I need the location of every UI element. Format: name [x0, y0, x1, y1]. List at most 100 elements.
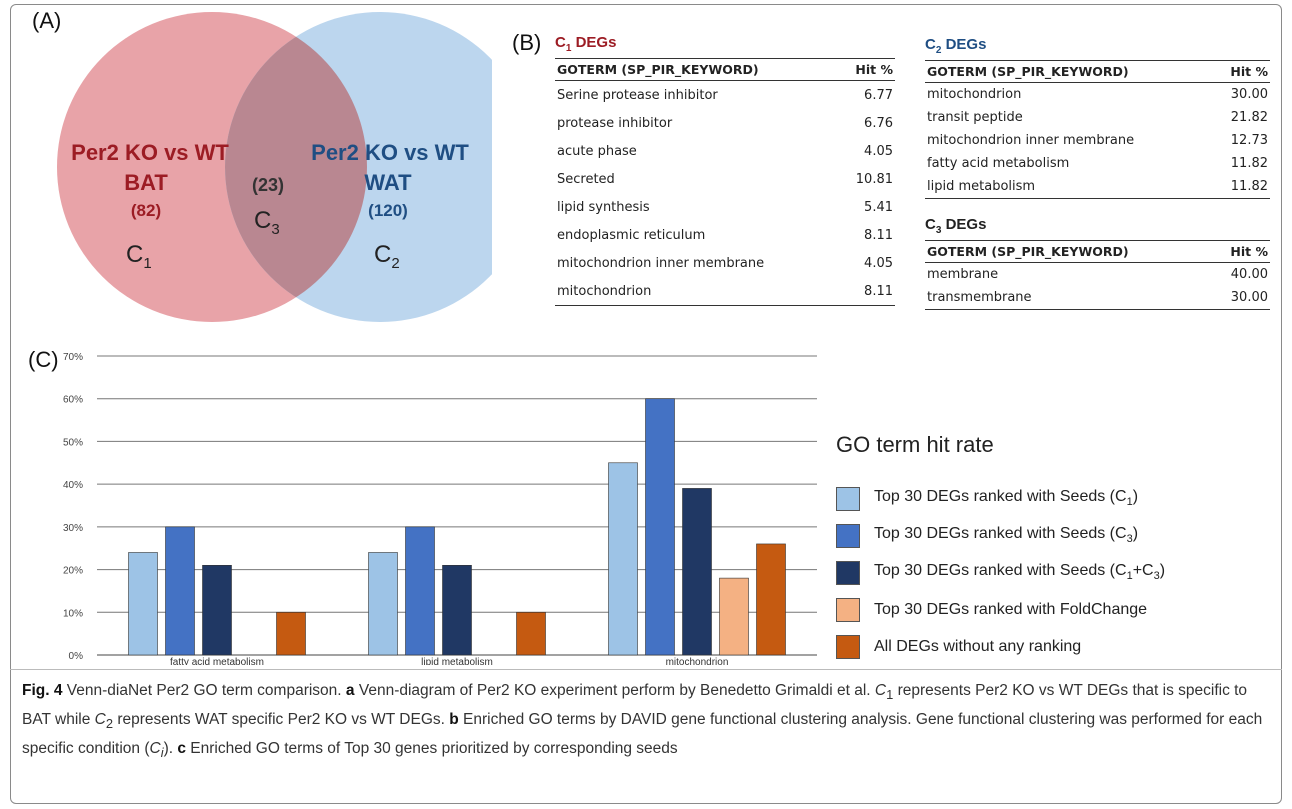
y-tick-label: 30% — [63, 523, 83, 534]
bar — [516, 611, 546, 656]
table-row: Serine protease inhibitor 6.77 — [555, 81, 895, 110]
venn-overlap-c3 — [225, 12, 367, 322]
bar-chart: 0% 10% 20% 30% 40% 50% 60% 70% fatty acid metabo… — [63, 352, 817, 665]
table-row: Secreted 10.81 — [555, 165, 895, 193]
hit-cell: 30.00 — [1211, 286, 1270, 310]
table-c3-title: C3 DEGs — [925, 216, 987, 236]
goterm-cell: lipid synthesis — [557, 199, 650, 215]
col-goterm: GOTERM (SP_PIR_KEYWORD) — [555, 58, 840, 81]
bar — [608, 462, 638, 656]
table-row: lipid synthesis 5.41 — [555, 193, 895, 221]
goterm-cell: fatty acid metabolism — [927, 156, 1070, 171]
bar — [165, 526, 195, 656]
venn-c2-count: (120) — [368, 201, 408, 220]
table-c1-title: C1 DEGs — [555, 34, 617, 54]
venn-c2-title1: Per2 KO vs WT — [311, 140, 469, 165]
goterm-cell: transit peptide — [927, 110, 1023, 125]
hit-cell: 21.82 — [1230, 110, 1268, 125]
y-tick-label: 40% — [63, 480, 83, 491]
venn-c1-count: (82) — [131, 201, 161, 220]
x-tick-label: mitochondrion — [666, 657, 729, 665]
goterm-cell: mitochondrion — [927, 87, 1022, 102]
col-goterm: GOTERM (SP_PIR_KEYWORD) — [925, 60, 1214, 83]
goterm-cell: mitochondrion — [555, 277, 840, 306]
bar — [202, 565, 232, 656]
table-row: fatty acid metabolism 11.82 — [925, 152, 1270, 175]
legend-swatch — [836, 560, 860, 585]
table-c2-title: C2 DEGs — [925, 36, 987, 56]
panel-a-label: (A) — [32, 8, 62, 33]
venn-diagram: Per2 KO vs WT BAT (82) (23) Per2 KO vs W… — [57, 12, 492, 322]
panel-b-label: (B) — [512, 30, 542, 55]
legend-title: GO term hit rate — [836, 432, 994, 457]
hit-cell: 4.05 — [864, 255, 893, 271]
legend-item: All DEGs without any ranking — [836, 628, 1276, 665]
venn-c1-set: C1 — [126, 241, 152, 272]
legend-swatch — [836, 634, 860, 659]
goterm-cell: endoplasmic reticulum — [557, 227, 706, 243]
hit-cell: 10.81 — [855, 171, 893, 187]
venn-c3-count: (23) — [252, 175, 284, 195]
hit-cell: 11.82 — [1230, 156, 1268, 171]
venn-c1-title2: BAT — [124, 170, 168, 195]
panel-c-label: (C) — [28, 347, 59, 372]
legend-item: Top 30 DEGs ranked with Seeds (C1+C3) — [836, 554, 1276, 591]
caption-divider — [10, 669, 1282, 670]
table-row: lipid metabolism 11.82 — [925, 175, 1270, 199]
bar — [645, 398, 675, 656]
table-row: transmembrane 30.00 — [925, 286, 1270, 310]
table-row: mitochondrion inner membrane 12.73 — [925, 129, 1270, 152]
bar — [719, 577, 749, 656]
y-tick-label: 70% — [63, 352, 83, 363]
bar — [405, 526, 435, 656]
legend-label: All DEGs without any ranking — [874, 637, 1082, 655]
legend-item: Top 30 DEGs ranked with Seeds (C1) — [836, 480, 1276, 517]
hit-cell: 6.77 — [864, 87, 893, 103]
venn-c2-set: C2 — [374, 241, 400, 272]
legend-label: Top 30 DEGs ranked with Seeds (C1) — [874, 488, 1139, 509]
table-row: endoplasmic reticulum 8.11 — [555, 221, 895, 249]
venn-c1-title1: Per2 KO vs WT — [71, 140, 229, 165]
figure-frame — [10, 4, 1282, 804]
table-row: mitochondrion 30.00 — [925, 83, 1270, 107]
goterm-cell: mitochondrion inner membrane — [927, 133, 1135, 148]
table-row: acute phase 4.05 — [555, 137, 895, 165]
hit-cell: 12.73 — [1230, 133, 1268, 148]
y-tick-label: 10% — [63, 608, 83, 619]
y-tick-label: 20% — [63, 566, 83, 577]
goterm-cell: mitochondrion inner membrane — [557, 255, 765, 271]
hit-cell: 11.82 — [1213, 175, 1270, 199]
x-tick-label: fatty acid metabolism — [170, 657, 264, 665]
legend-swatch — [836, 486, 860, 511]
y-tick-label: 0% — [69, 651, 84, 662]
table-c3-degs: C3 DEGs GOTERM (SP_PIR_KEYWORD) Hit % mem… — [925, 216, 1270, 310]
venn-c3-set: C3 — [254, 207, 280, 238]
bar — [276, 611, 306, 656]
figure-caption: Fig. 4 Venn-diaNet Per2 GO term comparis… — [22, 682, 1263, 761]
x-tick-label: lipid metabolism — [421, 657, 493, 665]
legend-item: Top 30 DEGs ranked with Seeds (C3) — [836, 517, 1276, 554]
table-row: transit peptide 21.82 — [925, 106, 1270, 129]
y-tick-label: 60% — [63, 395, 83, 406]
col-hit: Hit % — [1213, 60, 1270, 83]
goterm-cell: protease inhibitor — [557, 115, 673, 131]
chart-legend: GO term hit rate Top 30 DEGs ranked with… — [836, 432, 1276, 665]
bar — [756, 543, 786, 656]
col-hit: Hit % — [839, 58, 895, 81]
table-row: protease inhibitor 6.76 — [555, 109, 895, 137]
y-tick-label: 50% — [63, 437, 83, 448]
col-hit: Hit % — [1211, 240, 1270, 263]
legend-label: Top 30 DEGs ranked with FoldChange — [874, 600, 1148, 618]
legend-label: Top 30 DEGs ranked with Seeds (C1+C3) — [874, 562, 1166, 583]
goterm-cell: Secreted — [557, 171, 615, 187]
goterm-cell: membrane — [927, 267, 999, 282]
hit-cell: 30.00 — [1230, 87, 1268, 102]
hit-cell: 6.76 — [864, 115, 893, 131]
hit-cell: 40.00 — [1230, 267, 1268, 282]
table-c1-degs: C1 DEGs GOTERM (SP_PIR_KEYWORD) Hit % Ser… — [555, 34, 895, 306]
col-goterm: GOTERM (SP_PIR_KEYWORD) — [925, 240, 1212, 263]
goterm-cell: acute phase — [557, 143, 637, 159]
goterm-cell: transmembrane — [925, 286, 1212, 310]
hit-cell: 8.11 — [839, 277, 895, 306]
hit-cell: 5.41 — [864, 199, 893, 215]
